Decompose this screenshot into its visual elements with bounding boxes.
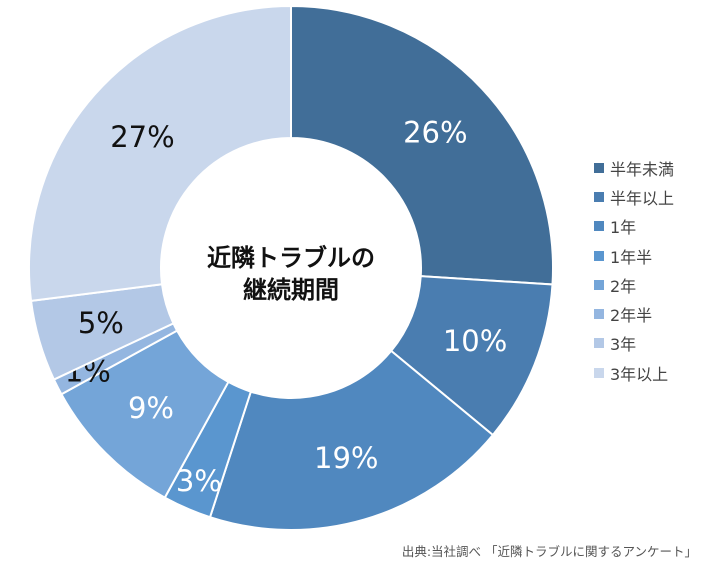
legend-label: 2年半 — [610, 306, 653, 326]
data-label: 9% — [128, 391, 174, 425]
data-label: 10% — [443, 324, 507, 358]
legend-label: 半年未満 — [610, 159, 675, 179]
legend-item: 3年 — [594, 329, 674, 358]
legend-swatch — [594, 191, 604, 202]
data-label: 5% — [78, 306, 124, 340]
data-label: 19% — [314, 441, 378, 475]
slice-半年未満 — [290, 4, 554, 286]
legend-label: 半年以上 — [610, 188, 675, 208]
legend: 半年未満半年以上 1年 1年半 2年 2年半 3年 3年以上 — [594, 153, 674, 387]
source-note: 出典:当社調べ 「近隣トラブルに関するアンケート」 — [401, 544, 697, 559]
slice-3年以上 — [28, 4, 292, 302]
data-label: 3% — [176, 464, 222, 498]
legend-label: 3年以上 — [610, 364, 669, 384]
legend-label: 2年 — [610, 276, 637, 296]
legend-item: 半年未満 — [594, 153, 674, 182]
center-label: 継続期間 — [243, 276, 339, 304]
legend-item: 2年 — [594, 270, 674, 299]
legend-label: 1年半 — [610, 247, 653, 267]
data-label: 27% — [110, 120, 174, 154]
legend-swatch — [594, 338, 604, 349]
data-label: 26% — [403, 115, 467, 149]
legend-item: 2年半 — [594, 299, 674, 328]
legend-item: 1年 — [594, 212, 674, 241]
legend-item: 半年以上 — [594, 182, 674, 211]
legend-swatch — [594, 221, 604, 232]
slice-1年 — [208, 349, 495, 531]
legend-swatch — [594, 279, 604, 290]
legend-item: 3年以上 — [594, 358, 674, 387]
legend-swatch — [594, 250, 604, 261]
center-label: 近隣トラブルの — [207, 244, 375, 272]
legend-swatch — [594, 162, 604, 173]
legend-item: 1年半 — [594, 241, 674, 270]
legend-label: 1年 — [610, 218, 637, 238]
legend-swatch — [594, 309, 604, 320]
legend-label: 3年 — [610, 335, 637, 355]
legend-swatch — [594, 367, 604, 378]
